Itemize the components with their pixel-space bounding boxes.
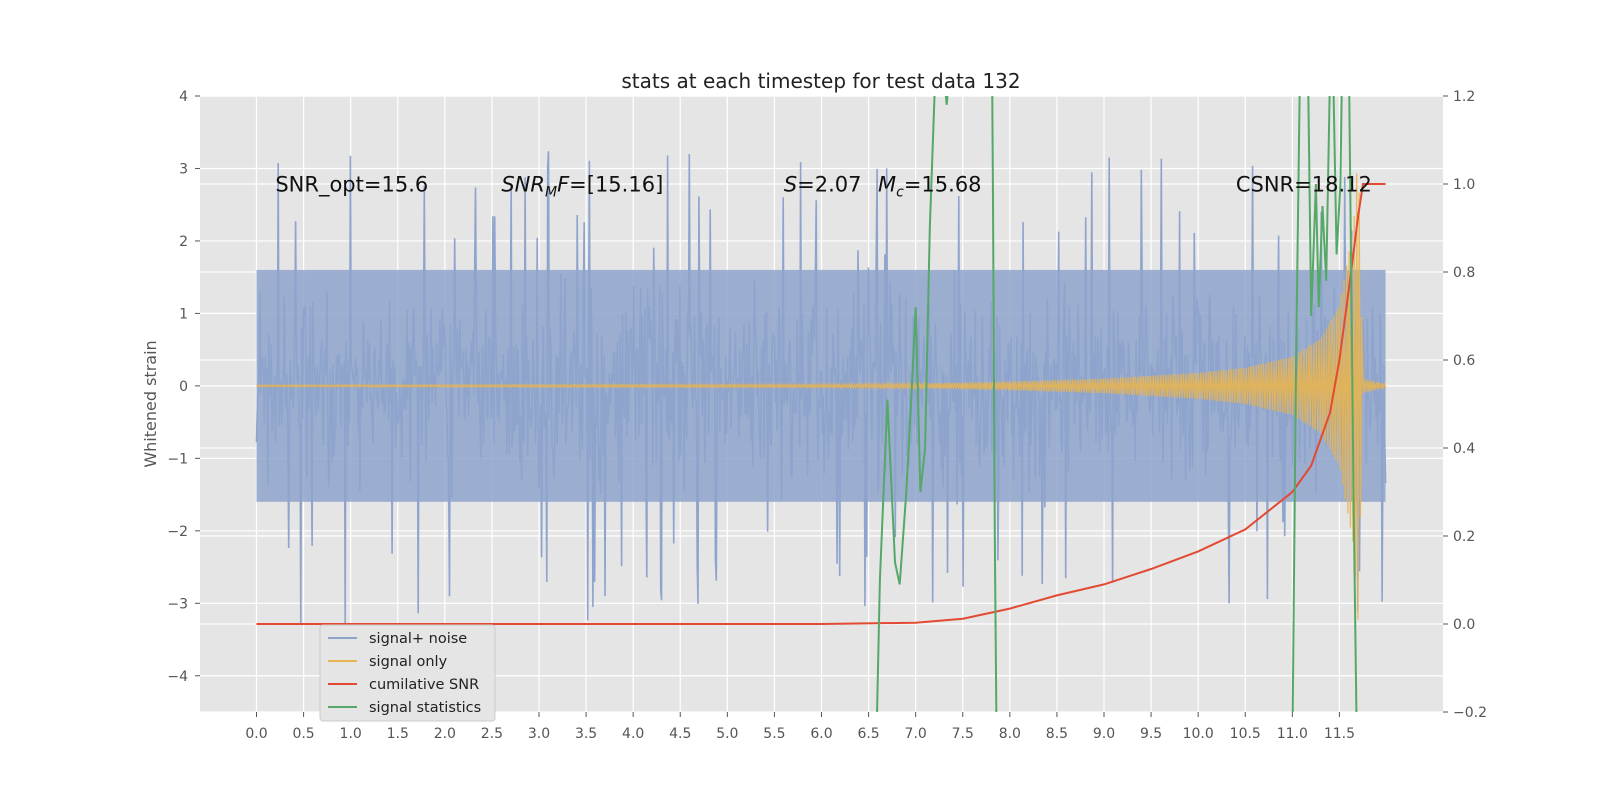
x-tick-label: 10.5 — [1230, 726, 1261, 742]
legend-item-signal-statistics: signal statistics — [328, 700, 481, 716]
x-tick-label: 5.0 — [716, 726, 738, 742]
series-signal-only — [256, 173, 1387, 620]
legend-label-cumilative-snr: cumilative SNR — [369, 677, 479, 693]
x-tick-label: 4.5 — [669, 726, 691, 742]
chart-title: stats at each timestep for test data 132 — [621, 69, 1020, 93]
y2-tick-label: 1.0 — [1453, 177, 1475, 193]
x-tick-label: 3.5 — [575, 726, 597, 742]
x-tick-label: 0.5 — [292, 726, 314, 742]
y-tick-label: 1 — [179, 306, 188, 322]
legend-label-signal-statistics: signal statistics — [369, 700, 481, 716]
x-tick-label: 7.5 — [952, 726, 974, 742]
plot-area — [255, 96, 1387, 712]
y2-tick-label: 0.2 — [1453, 529, 1475, 545]
legend-label-signal-noise: signal+ noise — [369, 631, 467, 647]
x-tick-label: 9.5 — [1140, 726, 1162, 742]
x-tick-label: 8.5 — [1046, 726, 1068, 742]
annotation-snr-opt: SNR_opt=15.6 — [275, 172, 428, 197]
y2-tick-label: −0.2 — [1453, 705, 1487, 721]
y2-tick-label: 1.2 — [1453, 89, 1475, 105]
y-tick-label: 4 — [179, 89, 188, 105]
series-signal-statistics — [876, 96, 1358, 712]
y-tick-label: −3 — [167, 596, 188, 612]
x-tick-label: 11.0 — [1277, 726, 1308, 742]
y2-tick-label: 0.6 — [1453, 353, 1475, 369]
legend-item-signal-only: signal only — [328, 654, 448, 670]
y-axis-label: Whitened strain — [141, 340, 160, 467]
legend-label-signal-only: signal only — [369, 654, 448, 670]
x-tick-label: 4.0 — [622, 726, 644, 742]
legend: signal+ noise signal only cumilative SNR… — [319, 624, 496, 722]
y-tick-label: −4 — [167, 669, 188, 685]
x-tick-label: 9.0 — [1093, 726, 1115, 742]
annotation-snr-mf: SNRMF=[15.16] — [501, 172, 663, 200]
x-tick-label: 8.0 — [999, 726, 1021, 742]
annotation-mc-value: Mc=15.68 — [878, 172, 982, 200]
x-tick-label: 1.0 — [340, 726, 362, 742]
x-tick-label: 0.0 — [245, 726, 267, 742]
y2-tick-label: 0.0 — [1453, 617, 1475, 633]
y-tick-label: −1 — [167, 451, 188, 467]
x-tick-label: 10.0 — [1183, 726, 1214, 742]
y-tick-label: 0 — [179, 379, 188, 395]
legend-item-cumilative-snr: cumilative SNR — [328, 677, 479, 693]
annotation-csnr: CSNR=18.12 — [1236, 172, 1372, 196]
y-tick-label: 2 — [179, 234, 188, 250]
legend-item-signal-noise: signal+ noise — [328, 631, 467, 647]
x-tick-label: 1.5 — [387, 726, 409, 742]
y-tick-label: −2 — [167, 524, 188, 540]
x-tick-label: 6.5 — [857, 726, 879, 742]
x-tick-label: 2.5 — [481, 726, 503, 742]
annotations: SNR_opt=15.6 SNRMF=[15.16] S=2.07 Mc=15.… — [275, 172, 1372, 200]
x-tick-label: 11.5 — [1324, 726, 1355, 742]
x-tick-label: 3.0 — [528, 726, 550, 742]
x-tick-label: 6.0 — [810, 726, 832, 742]
axis-ticks: 0.0 0.5 1.0 1.5 2.0 2.5 3.0 3.5 4.0 4.5 5.0 5.5 6.0 6… — [167, 89, 1487, 742]
legend-box — [319, 624, 496, 722]
x-tick-label: 2.0 — [434, 726, 456, 742]
x-tick-label: 5.5 — [763, 726, 785, 742]
x-tick-label: 7.0 — [905, 726, 927, 742]
y-tick-label: 3 — [179, 161, 188, 177]
y2-tick-label: 0.4 — [1453, 441, 1475, 457]
annotation-s-value: S=2.07 — [784, 172, 862, 196]
y2-tick-label: 0.8 — [1453, 265, 1475, 281]
